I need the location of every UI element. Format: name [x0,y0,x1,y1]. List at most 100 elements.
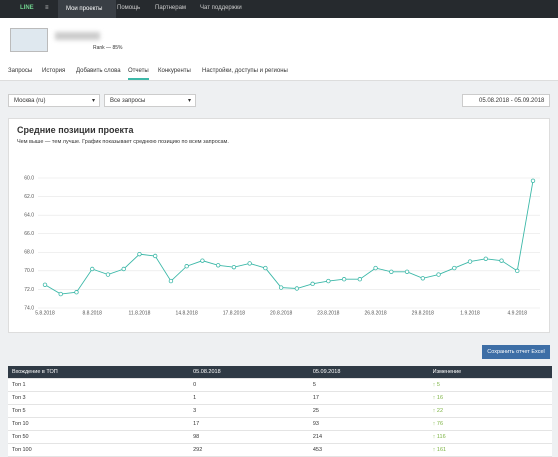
table-cell: 98 [189,430,309,444]
export-button[interactable]: Сохранить отчет Excel [482,345,550,359]
y-tick-label: 64.0 [24,212,34,218]
x-tick-label: 17.8.2018 [223,310,245,316]
project-name-blurred [55,32,100,40]
chart-title: Средние позиции проекта [17,125,134,135]
project-thumbnail [10,28,48,52]
point [404,269,410,274]
change-value: 116 [436,434,446,440]
tab[interactable]: Добавить слова [76,68,121,74]
query-select[interactable]: Все запросы ▾ [104,94,196,107]
up-arrow: ↑ [432,421,437,427]
table-cell: 453 [308,443,429,457]
header-cell: 05.09.2018 [308,366,429,379]
region-select[interactable]: Москва (ru) ▾ [8,94,100,107]
point [152,253,158,259]
table-row: Топ 1 0 5 ↑ 5 [8,378,552,392]
change-value: 16 [436,395,444,401]
table-row: Топ 5 3 25 ↑ 22 [8,404,552,418]
point [467,259,473,264]
point [247,261,252,266]
table-cell: 17 [189,417,309,431]
table-row: Топ 10 17 93 ↑ 76 [8,417,552,431]
point [90,266,95,272]
point [294,286,300,291]
table-row: Топ 3 1 17 ↑ 16 [8,391,552,405]
y-tick-label: 66.0 [24,231,34,237]
table-cell: 25 [308,404,429,418]
point [389,269,394,274]
table-cell: 93 [308,417,429,431]
date-range[interactable]: 05.08.2018 - 05.09.2018 [462,94,550,107]
table-cell: Топ 3 [8,391,190,405]
table-cell: Топ 10 [8,417,190,431]
table-cell: Топ 100 [8,443,190,457]
x-tick-label: 8.8.2018 [82,310,102,316]
chart-subtitle: Чем выше — тем лучше. График показывает … [17,139,229,145]
table-cell: ↑ 161 [428,443,552,457]
y-tick-label: 68.0 [24,250,34,256]
tabs [0,60,558,81]
up-arrow: ↑ [432,395,437,401]
top-table: Вхождение в ТОП 05.08.2018 05.09.2018 Измен… [8,366,552,457]
point [483,256,488,261]
point [215,263,221,268]
table-header: Вхождение в ТОП 05.08.2018 05.09.2018 Измен… [8,366,552,379]
caret: ▾ [187,98,191,104]
point [231,264,237,270]
change-value: 5 [436,382,440,388]
change-value: 161 [436,447,447,453]
point [341,277,347,282]
point [184,264,189,269]
nav-item[interactable]: Партнерам [155,5,187,11]
menu-icon[interactable]: ≡ [45,5,49,11]
point [278,285,284,290]
table-cell: ↑ 16 [428,391,552,405]
table-cell: ↑ 22 [428,404,552,418]
y-tick-label: 74.0 [24,305,34,311]
nav-item[interactable]: Мои проекты [58,0,116,18]
tab-active[interactable]: Отчеты [128,68,149,80]
nav-item[interactable]: Чат поддержки [200,5,242,11]
x-tick-label: 5.8.2018 [35,310,55,316]
tab[interactable]: История [42,68,66,74]
table-cell: Топ 5 [8,404,190,418]
header-cell: Изменение [428,366,552,379]
up-arrow: ↑ [432,382,437,388]
chart-card [8,118,550,333]
y-tick-label: 62.0 [24,194,34,200]
logo[interactable]: LINE [20,5,34,11]
point [357,277,363,282]
region: Москва (ru) [14,98,46,104]
y-tick-label: 72.0 [24,287,34,293]
point [74,290,79,295]
point [515,268,520,274]
point [137,251,142,257]
tab[interactable]: Запросы [8,68,33,74]
change-value: 76 [436,421,444,427]
point [436,272,441,277]
x-tick-label: 1.9.2018 [460,310,480,316]
point [168,278,174,284]
line [44,180,534,295]
x-tick-label: 4.9.2018 [508,310,528,316]
point [121,266,126,272]
point [530,178,536,183]
table-cell: 17 [308,391,429,405]
nav-item[interactable]: Помощь [117,5,141,11]
tab[interactable]: Настройки, доступы и регионы [202,68,288,74]
point [420,276,426,281]
table-cell: 0 [189,378,309,392]
table-row: Топ 100 292 453 ↑ 161 [8,443,552,457]
up-arrow: ↑ [432,408,437,414]
point [105,272,111,277]
tab[interactable]: Конкуренты [158,68,191,74]
top-nav: LINE ≡ Мои проекты Помощь Партнерам Чат … [0,0,558,18]
y-tick-label: 60.0 [24,175,34,181]
change-value: 22 [436,408,444,414]
point [263,265,268,271]
x-tick-label: 20.8.2018 [270,310,292,316]
table-cell: 214 [308,430,429,444]
point [452,265,457,271]
